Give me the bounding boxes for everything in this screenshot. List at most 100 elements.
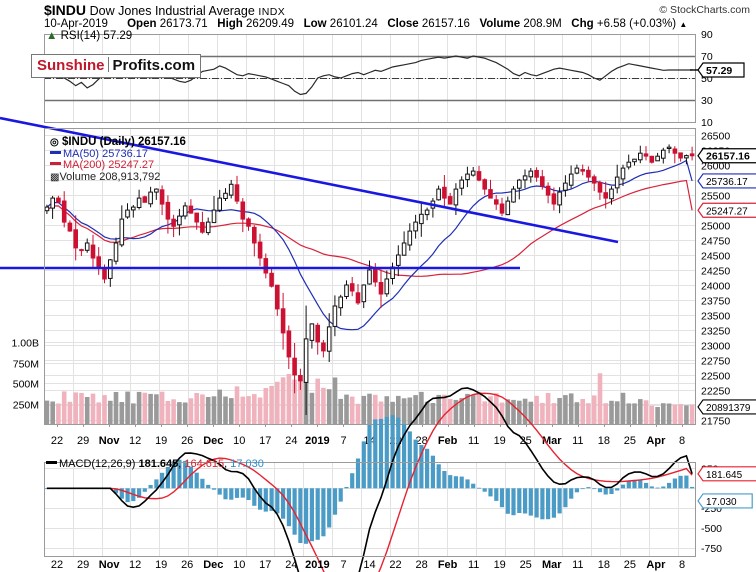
candle-body	[378, 282, 384, 295]
volume-label: Volume	[479, 18, 521, 30]
candle-body	[614, 176, 620, 189]
macd-histogram-bar	[609, 488, 614, 494]
volume-bar	[136, 391, 142, 424]
x-axis-label: 22	[51, 435, 63, 447]
candle-body	[563, 182, 568, 191]
volume-bar	[678, 404, 683, 424]
rsi-axis-label: 90	[701, 29, 713, 41]
macd-histogram-bar	[465, 479, 470, 489]
macd-histogram-bar	[200, 478, 205, 489]
macd-histogram-bar	[275, 488, 280, 514]
volume-bar	[649, 405, 655, 424]
volume-bar	[234, 386, 240, 424]
volume-bar	[200, 394, 205, 424]
volume-bar	[482, 401, 487, 424]
volume-bar	[396, 395, 401, 424]
volume-bar	[390, 401, 395, 424]
macd-histogram-bar	[355, 458, 361, 489]
candle-body	[332, 305, 338, 327]
x-axis-label: Nov	[99, 435, 121, 447]
macd-histogram-bar	[592, 488, 597, 490]
candle-icon: ◎	[50, 137, 59, 148]
volume-bar	[540, 402, 545, 424]
volume-bar	[269, 385, 274, 424]
ticker-symbol: $INDU	[44, 2, 87, 18]
macd-histogram-bar	[350, 473, 355, 489]
volume-bar	[643, 400, 649, 424]
x-axis-label: 11	[468, 435, 479, 447]
candle-body	[205, 221, 211, 234]
x-axis-label: 17	[259, 435, 271, 447]
volume-bar	[326, 389, 332, 424]
macd-histogram-bar	[425, 448, 430, 489]
candle-body	[373, 268, 378, 283]
candle-body	[303, 338, 309, 383]
volume-bar	[614, 401, 620, 424]
candle-body	[102, 267, 107, 280]
candle-body	[367, 269, 372, 285]
volume-bar	[292, 379, 297, 424]
candle-body	[286, 330, 292, 358]
macd-histogram-bar	[148, 485, 153, 489]
tag-shape	[697, 399, 756, 415]
volume-bar	[522, 398, 528, 424]
candle-body	[591, 176, 597, 184]
candle-body	[338, 296, 343, 309]
price-axis-label: 25500	[701, 191, 730, 203]
price-axis-label: 26500	[701, 131, 730, 143]
macd-histogram-bar	[142, 488, 147, 492]
macd-histogram-bar	[644, 482, 649, 489]
volume-bar	[252, 394, 257, 424]
macd-histogram-bar	[655, 487, 660, 489]
macd-histogram-bar	[551, 488, 556, 518]
macd-histogram-bar	[183, 460, 188, 489]
candle-body	[528, 170, 534, 178]
candle-body	[90, 244, 96, 259]
volume-bar	[436, 394, 441, 424]
up-arrow-icon: ▲	[679, 20, 688, 29]
exchange-label: INDX	[258, 6, 286, 18]
tag-shape	[697, 493, 753, 509]
price-axis-label: 23250	[701, 326, 730, 338]
macd-x-axis-label: 28	[415, 559, 427, 571]
volume-bar	[263, 388, 269, 424]
candle-body	[655, 155, 660, 162]
tag-text: 17.030	[706, 497, 737, 508]
macd-histogram-bar	[298, 488, 303, 543]
tag-shape	[697, 466, 756, 482]
rsi-indicator-icon: ▲	[46, 30, 58, 42]
candle-body	[246, 218, 251, 227]
volume-bar	[108, 400, 113, 424]
copyright-notice: © StockCharts.com	[659, 4, 750, 16]
candle-body	[401, 242, 407, 256]
volume-bar	[280, 377, 286, 424]
candle-body	[355, 292, 361, 304]
price-axis-label: 24000	[701, 281, 730, 293]
candle-body	[73, 229, 79, 249]
macd-histogram-bar	[523, 488, 528, 514]
volume-bar	[154, 394, 159, 424]
volume-bar	[240, 396, 246, 424]
macd-histogram-bar	[304, 488, 309, 544]
x-axis-label: 10	[233, 435, 245, 447]
candle-body	[217, 197, 222, 211]
candle-body	[125, 209, 130, 218]
macd-x-axis-label: 22	[389, 559, 401, 571]
macd-histogram-bar	[119, 488, 124, 499]
volume-bar	[666, 403, 672, 424]
chg-label: Chg	[571, 18, 594, 30]
volume-bar	[373, 394, 378, 424]
descending-trendline[interactable]	[0, 116, 619, 244]
candle-body	[661, 149, 666, 159]
candle-body	[211, 209, 217, 224]
open-value: 26173.71	[159, 18, 208, 30]
volume-bar	[177, 402, 182, 424]
macd-x-axis-label: 29	[77, 559, 89, 571]
macd-x-axis-label: 24	[285, 559, 297, 571]
candle-body	[61, 200, 67, 223]
macd-x-axis-label: Nov	[99, 559, 121, 571]
volume-bar	[684, 405, 689, 424]
macd-histogram-bar	[690, 486, 695, 489]
tag-text: 20891379	[706, 403, 751, 414]
